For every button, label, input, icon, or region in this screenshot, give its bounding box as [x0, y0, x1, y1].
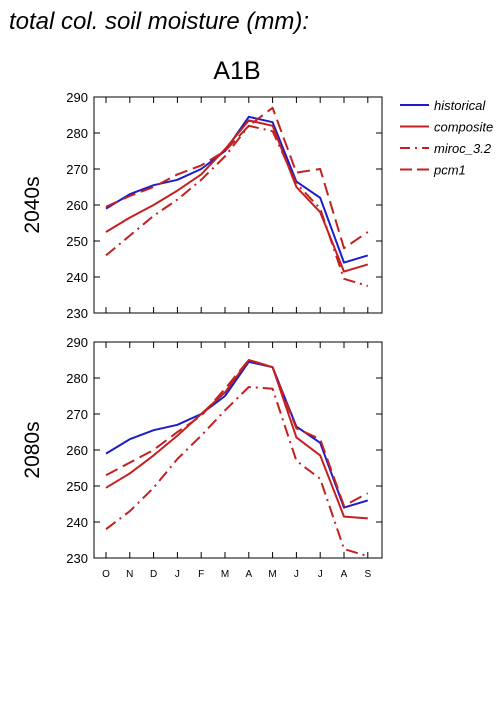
- panel-2080s-month-label: A: [341, 569, 348, 580]
- panel-2080s-month-label: J: [318, 569, 323, 580]
- legend-label-composite: composite: [434, 120, 493, 135]
- panel-2080s-month-label: O: [102, 569, 110, 580]
- panel-2040s-series-composite: [105, 119, 369, 273]
- panel-2080s-month-label: D: [150, 569, 157, 580]
- scenario-label: A1B: [213, 57, 260, 85]
- panel-2080s-month-label: A: [245, 569, 252, 580]
- panel-2080s-ytick-label: 270: [66, 407, 88, 422]
- panel-2080s-month-label: J: [175, 569, 180, 580]
- panel-2040s-series: [105, 106, 369, 287]
- panel-2080s-month-label: J: [294, 569, 299, 580]
- panel-2040s-ytick-label: 250: [66, 234, 88, 249]
- panel-2040s-ytick-label: 290: [66, 90, 88, 105]
- figure-title: total col. soil moisture (mm):: [9, 8, 309, 35]
- panel-2080s-series-miroc-3-2: [105, 386, 369, 558]
- panel-2040s-ytick-label: 230: [66, 306, 88, 321]
- panel-2080s-month-label: M: [268, 569, 276, 580]
- panel-2080s-series-pcm1: [105, 359, 369, 507]
- panel-2040s-label: 2040s: [21, 176, 44, 233]
- panel-2080s-ytick-label: 290: [66, 335, 88, 350]
- panel-2080s-series: [105, 359, 369, 558]
- panel-2040s-x-axis: [105, 97, 369, 313]
- panel-2040s: 230 240 250 260 270 280 290 2040s: [21, 90, 383, 321]
- panel-2040s-ytick-label: 280: [66, 126, 88, 141]
- panel-2040s-frame: [93, 96, 383, 314]
- panel-2080s-month-label: M: [221, 569, 229, 580]
- panel-2080s-ytick-label: 260: [66, 443, 88, 458]
- panel-2080s-month-label: S: [364, 569, 371, 580]
- panel-2080s-series-composite: [105, 359, 368, 520]
- panel-2080s-month-label: F: [198, 569, 204, 580]
- panel-2080s-month-label: N: [126, 569, 133, 580]
- panel-2080s-y-axis: 230 240 250 260 270 280 290: [66, 335, 382, 566]
- panel-2040s-ytick-label: 240: [66, 270, 88, 285]
- legend-label-pcm1: pcm1: [433, 163, 466, 178]
- panel-2080s-label: 2080s: [21, 421, 44, 478]
- panel-2040s-series-pcm1: [105, 106, 369, 250]
- legend: historical composite miroc_3.2 pcm1: [400, 98, 493, 178]
- panel-2080s: 230 240 250 260 270 280 290 O N D J F M A M J J A S 2080s: [21, 335, 383, 580]
- panel-2080s-ytick-label: 230: [66, 551, 88, 566]
- panel-2040s-y-axis: 230 240 250 260 270 280 290: [66, 90, 382, 321]
- legend-label-miroc-3-2: miroc_3.2: [434, 141, 492, 156]
- panel-2080s-ytick-label: 240: [66, 515, 88, 530]
- panel-2040s-ytick-label: 270: [66, 162, 88, 177]
- panel-2080s-ytick-label: 280: [66, 371, 88, 386]
- panel-2080s-ytick-label: 250: [66, 479, 88, 494]
- legend-label-historical: historical: [434, 98, 486, 113]
- panel-2040s-ytick-label: 260: [66, 198, 88, 213]
- panel-2040s-series-miroc-3-2: [105, 124, 369, 287]
- panel-2080s-series-historical: [105, 360, 369, 509]
